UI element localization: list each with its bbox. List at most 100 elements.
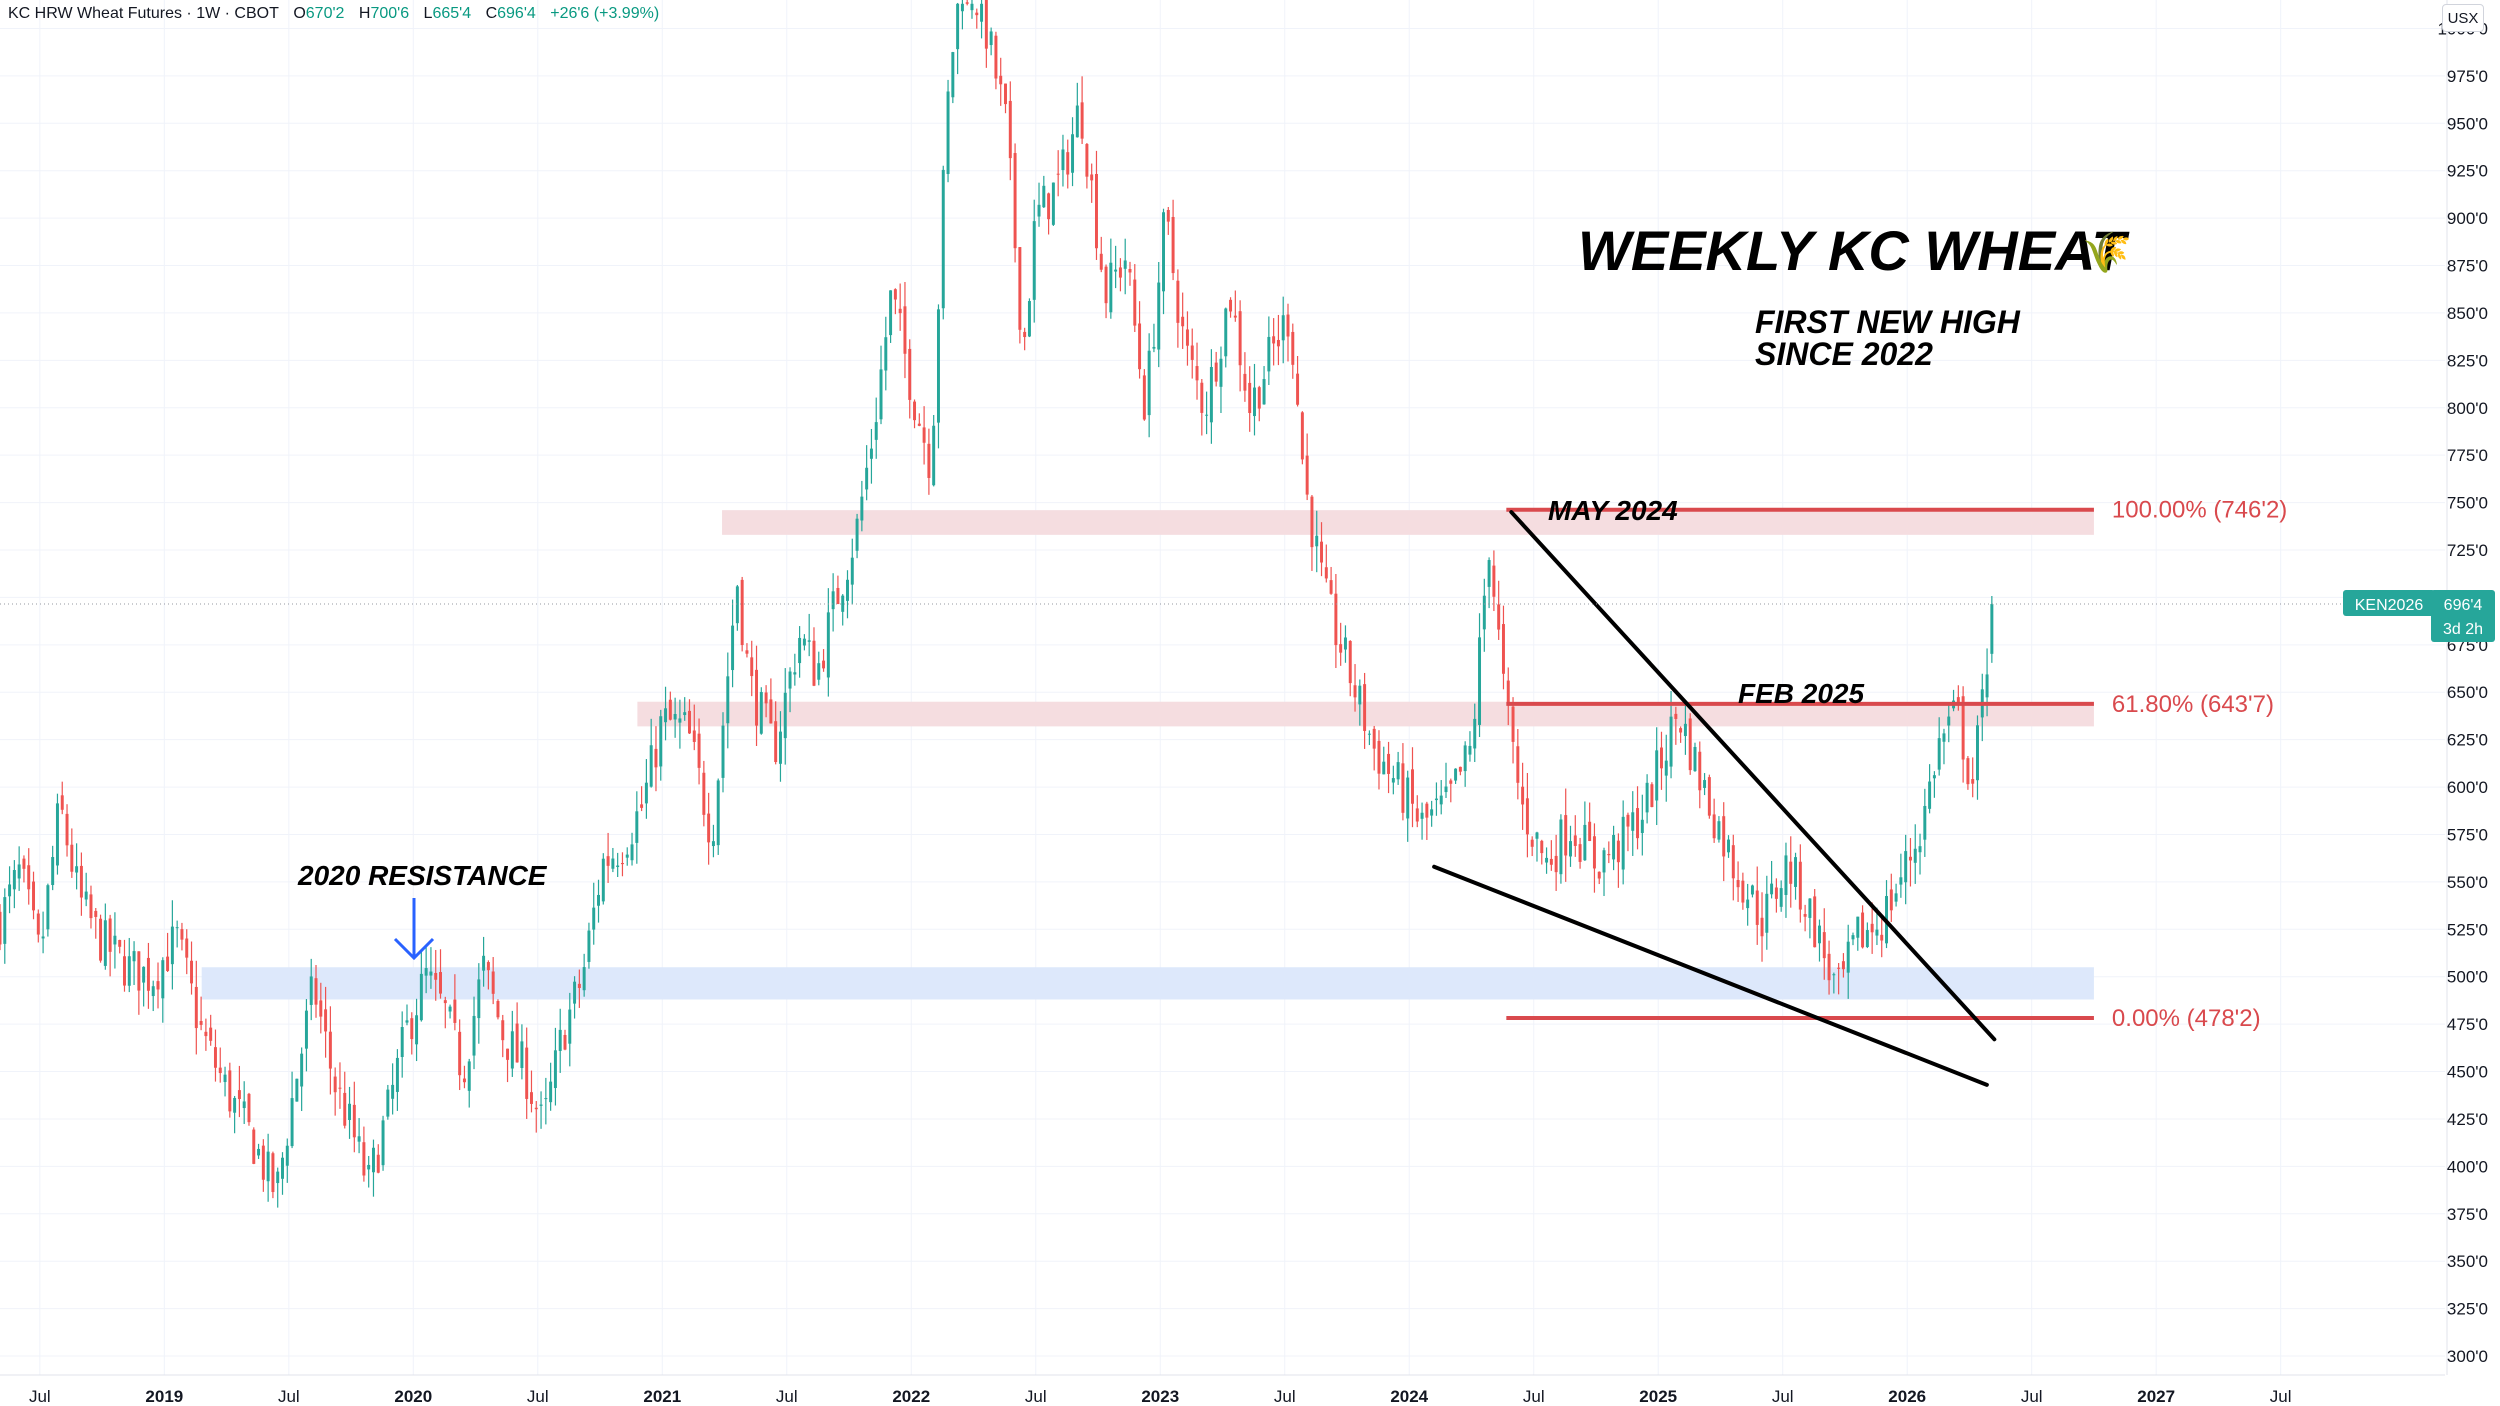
candle-body — [22, 858, 26, 869]
candle-body — [123, 956, 126, 986]
candle-body — [12, 870, 16, 890]
candle-body — [491, 971, 495, 994]
candle-body — [534, 1107, 538, 1110]
time-tick-label: Jul — [2270, 1387, 2292, 1406]
candle-body — [1430, 809, 1434, 816]
candle-body — [644, 782, 648, 804]
candle — [1808, 898, 1812, 939]
candle — [1209, 349, 1213, 444]
candle — [185, 929, 189, 975]
candle — [1956, 685, 1960, 711]
candle — [1683, 705, 1687, 755]
candle — [94, 907, 98, 939]
candle-body — [1181, 316, 1185, 327]
candle — [1080, 76, 1084, 145]
candle — [1152, 323, 1156, 353]
fib-618-label: 61.80% (643'7) — [2112, 691, 2274, 718]
candle-body — [1171, 216, 1175, 274]
candle-body — [1621, 816, 1625, 870]
candle-body — [1267, 336, 1271, 372]
time-tick-label: 2022 — [892, 1387, 930, 1406]
candle-body — [1013, 153, 1017, 249]
candle — [367, 1155, 371, 1188]
candle — [1214, 351, 1218, 387]
candle-body — [1128, 268, 1132, 273]
candle — [1066, 139, 1070, 189]
candle-body — [1420, 812, 1424, 819]
close-value: 696'4 — [497, 5, 536, 22]
candle-body — [295, 1078, 299, 1102]
candle-body — [1554, 855, 1558, 873]
candle — [1075, 82, 1079, 138]
price-tick-label: 800'0 — [2447, 399, 2488, 418]
price-tick-label: 875'0 — [2447, 257, 2488, 276]
candle-body — [1396, 762, 1400, 780]
candle-body — [1908, 856, 1912, 861]
candle — [84, 872, 88, 907]
candle-body — [1573, 835, 1577, 846]
candle-body — [1803, 914, 1807, 917]
candle — [1679, 726, 1683, 743]
candle-body — [1253, 387, 1256, 417]
candle — [266, 1133, 270, 1202]
candle-body — [166, 956, 170, 972]
candle-body — [1659, 747, 1663, 769]
candle — [142, 966, 146, 1007]
candle — [415, 998, 419, 1062]
candle — [1061, 134, 1065, 187]
candle — [1937, 717, 1941, 776]
candle — [553, 1027, 557, 1106]
candle — [1664, 734, 1668, 802]
time-tick-label: Jul — [2021, 1387, 2043, 1406]
candle — [55, 793, 59, 875]
candle — [798, 626, 802, 678]
candle-body — [348, 1103, 352, 1121]
candle — [755, 645, 759, 747]
candle-body — [1042, 185, 1046, 208]
candle-body — [1291, 331, 1295, 365]
candle — [534, 1101, 538, 1133]
candle-body — [822, 660, 826, 669]
candle-body — [1636, 808, 1640, 839]
candle-body — [142, 966, 146, 983]
candle — [1928, 764, 1932, 814]
candles — [0, 0, 1994, 1208]
candle — [1798, 844, 1802, 923]
candle-body — [161, 960, 165, 999]
candle — [735, 584, 739, 631]
candle — [209, 1014, 213, 1046]
candle — [1358, 679, 1362, 726]
candle — [190, 941, 194, 995]
candle — [1004, 83, 1007, 114]
candle — [616, 852, 620, 877]
candle — [424, 947, 428, 994]
candle — [1032, 199, 1036, 323]
low-value: 665'4 — [432, 5, 472, 22]
currency-button[interactable]: USX — [2442, 4, 2484, 32]
candle-body — [415, 1015, 419, 1045]
candle — [477, 963, 481, 1044]
candle-body — [1918, 846, 1922, 853]
candle — [257, 1143, 261, 1159]
candle — [1056, 150, 1060, 197]
candle — [1305, 433, 1309, 501]
chart-title: WEEKLY KC WHEAT — [1578, 219, 2130, 282]
candle-body — [1832, 974, 1836, 976]
candle-body — [1602, 850, 1606, 873]
candle-body — [1779, 888, 1783, 907]
candle-body — [707, 813, 711, 843]
candle-body — [1444, 786, 1448, 793]
candle — [1253, 363, 1256, 436]
candle — [1789, 836, 1793, 908]
candle — [1454, 768, 1458, 784]
candle-body — [1367, 733, 1371, 735]
candle — [946, 79, 950, 183]
candle-body — [285, 1145, 289, 1166]
candle — [1257, 385, 1261, 422]
candle-body — [1454, 768, 1458, 781]
candle — [453, 974, 457, 1031]
candle — [1018, 246, 1022, 344]
candle-body — [759, 692, 763, 734]
